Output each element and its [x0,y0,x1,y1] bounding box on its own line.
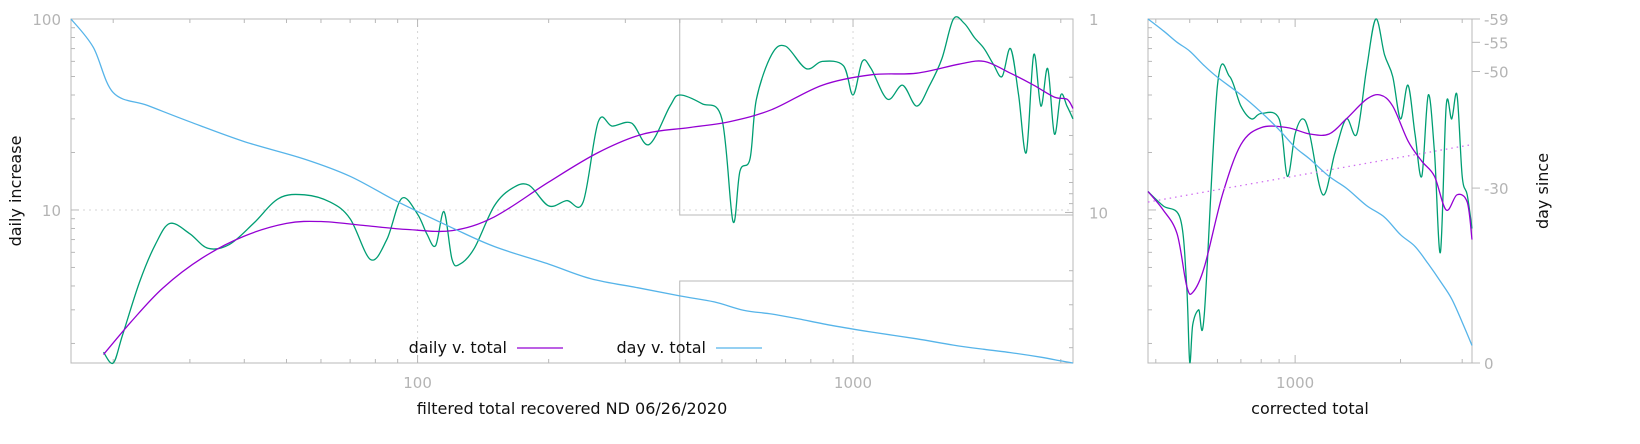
y-axis-title: daily increase [6,136,25,247]
y2-tick-label: -50 [1484,63,1509,81]
y-tick-label: 10 [42,202,61,220]
legend-label-daily-v-total: daily v. total [409,338,507,357]
y-tick-label: 100 [32,11,61,29]
side-series-daily-raw [1147,18,1473,364]
inset-box-lower [679,280,1074,364]
series-line-daily-v-total [103,60,1074,355]
series-line-day-v-total [70,18,1074,364]
plot-frame-main [70,18,1074,364]
x-axis-title-side: corrected total [1251,399,1369,418]
plot-frame-side [1147,18,1473,364]
y2-tick-label: -55 [1484,34,1509,52]
legend-label-day-v-total: day v. total [617,338,707,357]
y2-tick-label: 1 [1089,11,1099,29]
side-series-day [1147,18,1473,346]
y2-tick-label: 10 [1089,204,1108,222]
y2-tick-label: -30 [1484,180,1509,198]
x-axis-title: filtered total recovered ND 06/26/2020 [417,399,728,418]
y2-tick-label: 0 [1484,355,1494,373]
x-tick-label: 1000 [1276,374,1314,392]
inset-box-upper [679,18,1074,216]
y2-axis-title: day since [1533,153,1552,229]
series-line-daily-raw [102,16,1074,365]
side-series-daily-smoothed [1147,93,1473,295]
y2-tick-label: -59 [1484,11,1509,29]
x-tick-label: 100 [403,374,432,392]
x-tick-label: 1000 [834,374,872,392]
